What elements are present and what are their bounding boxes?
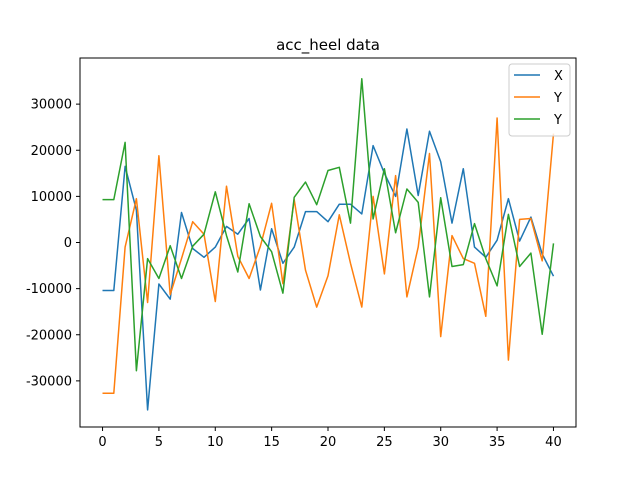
axes-layer: 0 5 10 15 20 25 30 35 40 -30000 -20000 -10000 0 10000… xyxy=(26,98,562,450)
series-line-2 xyxy=(102,117,555,395)
legend: XYY xyxy=(508,63,571,137)
x-tick-label: 10 xyxy=(207,435,224,450)
series-line-1 xyxy=(102,128,555,411)
plot-frame xyxy=(79,57,577,428)
legend-label: X xyxy=(554,69,563,84)
y-tick-label: -20000 xyxy=(26,328,72,343)
y-tick-label: 30000 xyxy=(31,98,72,113)
x-tick-label: 15 xyxy=(263,435,280,450)
y-tick-label: -30000 xyxy=(26,374,72,389)
x-tick-label: 25 xyxy=(376,435,393,450)
x-tick-label: 35 xyxy=(489,435,506,450)
y-tick-label: 20000 xyxy=(31,144,72,159)
x-tick-label: 30 xyxy=(432,435,449,450)
chart-title: acc_heel data xyxy=(276,36,380,55)
x-tick-label: 20 xyxy=(320,435,337,450)
x-tick-label: 5 xyxy=(155,435,163,450)
x-tick-label: 0 xyxy=(98,435,106,450)
series-line-3 xyxy=(102,78,555,372)
x-tick-label: 40 xyxy=(545,435,562,450)
y-tick-label: 0 xyxy=(64,236,72,251)
y-tick-label: -10000 xyxy=(26,282,72,297)
legend-box xyxy=(508,63,571,137)
legend-label: Y xyxy=(553,113,562,128)
series-layer xyxy=(102,78,555,411)
y-tick-label: 10000 xyxy=(31,190,72,205)
legend-label: Y xyxy=(553,91,562,106)
